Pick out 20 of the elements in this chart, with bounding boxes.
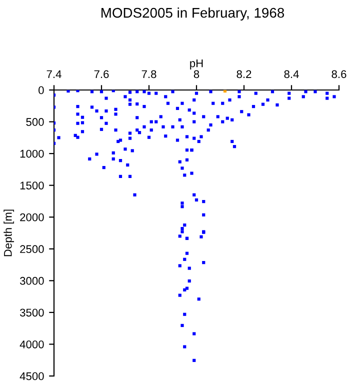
y-tick-label: 500 (26, 118, 44, 126)
x-tick-label: 7.8 (142, 70, 156, 78)
x-tick-label: 8.4 (284, 70, 299, 78)
chart-title: MODS2005 in February, 1968 (102, 8, 284, 20)
x-tick-label: 7.6 (94, 70, 109, 78)
x-axis-title: pH (190, 60, 203, 70)
x-tick-label: 8.6 (332, 70, 346, 78)
y-tick-label: 4500 (20, 372, 44, 380)
y-tick-label: 2000 (20, 213, 44, 222)
y-tick-label: 3500 (20, 308, 44, 317)
y-tick-label: 3000 (20, 276, 44, 285)
y-axis-title: Depth [m] (4, 210, 14, 256)
y-tick-label: 4000 (20, 340, 44, 348)
x-tick-label: 8.2 (236, 70, 252, 78)
y-tick-label: 1000 (20, 150, 44, 158)
x-tick-label: 8 (194, 70, 200, 78)
y-tick-label: 2500 (20, 245, 44, 254)
y-tick-label: 0 (38, 86, 44, 94)
y-tick-label: 1500 (20, 182, 44, 190)
x-tick-label: 7.4 (46, 70, 62, 78)
